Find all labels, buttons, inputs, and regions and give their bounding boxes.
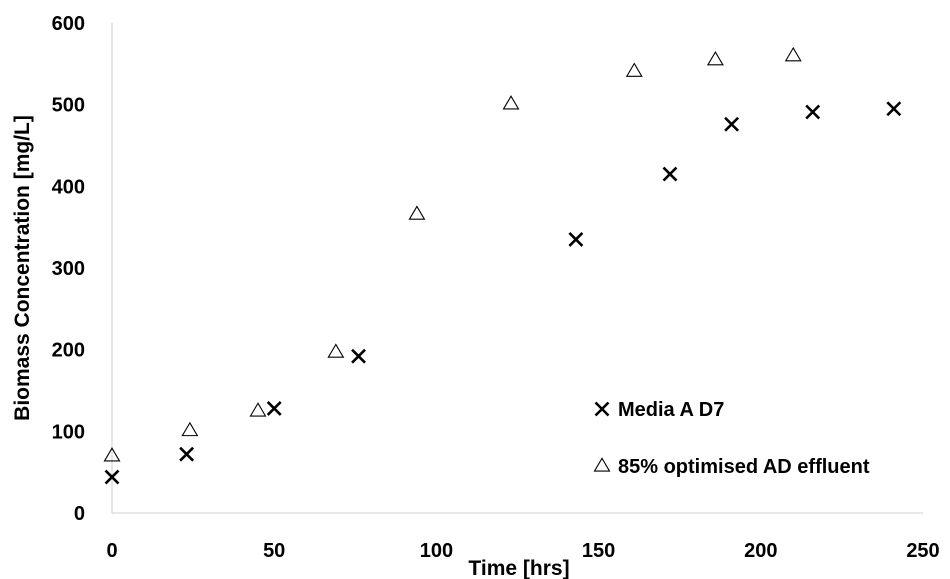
- chart-legend: Media A D7 85% optimised AD effluent: [593, 399, 870, 478]
- y-tick-label: 100: [52, 421, 85, 443]
- series-85-optimised-ad-effluent: [103, 46, 802, 462]
- x-marker-stroke-b: [104, 469, 120, 485]
- y-tick-label: 600: [52, 13, 85, 35]
- data-point-triangle-marker: [249, 402, 267, 417]
- triangle-marker: [706, 51, 724, 66]
- x-marker-stroke-b: [805, 104, 821, 120]
- x-marker-stroke-b: [351, 348, 366, 364]
- data-point-x-marker: [805, 104, 821, 120]
- x-tick-label: 0: [106, 540, 117, 562]
- data-point-x-marker: [724, 116, 740, 132]
- triangle-marker: [408, 205, 426, 220]
- data-point-x-marker: [104, 469, 120, 485]
- x-marker-stroke-b: [724, 116, 740, 132]
- legend-marker-triangle: [593, 457, 611, 472]
- x-marker-stroke-b: [568, 231, 584, 247]
- y-tick-label: 400: [52, 176, 85, 198]
- x-tick-label: 100: [420, 540, 453, 562]
- data-point-x-marker: [568, 231, 584, 247]
- x-marker-stroke-b: [266, 401, 282, 416]
- legend-marker-x: [594, 401, 610, 417]
- data-points: [103, 46, 902, 485]
- x-axis-ticks: 0 50 100 150 200 250: [106, 540, 939, 562]
- triangle-marker: [103, 447, 121, 462]
- data-point-triangle-marker: [408, 205, 426, 220]
- x-marker-stroke-b: [179, 446, 195, 462]
- legend-triangle: [593, 457, 611, 472]
- y-tick-label: 0: [74, 503, 85, 525]
- x-marker-stroke-b: [886, 101, 902, 117]
- triangle-marker: [625, 62, 643, 77]
- data-point-triangle-marker: [706, 51, 724, 66]
- data-point-x-marker: [662, 166, 678, 182]
- legend-item-media-a-d7: Media A D7: [594, 399, 724, 421]
- legend-item-85-optimised-ad-effluent: 85% optimised AD effluent: [593, 456, 870, 478]
- x-tick-label: 50: [263, 540, 285, 562]
- data-point-x-marker: [886, 101, 902, 117]
- data-point-x-marker: [266, 401, 282, 416]
- triangle-marker: [327, 343, 345, 358]
- data-point-x-marker: [179, 446, 195, 462]
- triangle-marker: [784, 46, 802, 62]
- x-marker-stroke-b: [662, 166, 678, 182]
- data-point-triangle-marker: [103, 447, 121, 462]
- x-axis-title: Time [hrs]: [468, 557, 569, 579]
- data-point-triangle-marker: [784, 46, 802, 62]
- x-tick-label: 200: [744, 540, 777, 562]
- legend-label-85-optimised-ad-effluent: 85% optimised AD effluent: [618, 456, 870, 478]
- data-point-triangle-marker: [327, 343, 345, 358]
- legend-label-media-a-d7: Media A D7: [618, 399, 724, 421]
- data-point-triangle-marker: [625, 62, 643, 77]
- y-tick-label: 500: [52, 95, 85, 117]
- y-axis-title: Biomass Concentration [mg/L]: [11, 115, 34, 421]
- data-point-triangle-marker: [502, 95, 520, 110]
- x-tick-label: 150: [582, 540, 615, 562]
- data-point-x-marker: [351, 348, 366, 364]
- triangle-marker: [249, 402, 267, 417]
- chart-axes: [111, 23, 923, 514]
- legend-x-stroke-b: [594, 401, 610, 417]
- y-axis-ticks: 0 100 200 300 400 500 600: [52, 13, 85, 525]
- y-tick-label: 200: [52, 340, 85, 362]
- data-point-triangle-marker: [181, 421, 199, 437]
- triangle-marker: [181, 421, 199, 437]
- triangle-marker: [502, 95, 520, 110]
- y-tick-label: 300: [52, 258, 85, 280]
- series-media-a-d7: [104, 101, 902, 485]
- x-tick-label: 250: [906, 540, 939, 562]
